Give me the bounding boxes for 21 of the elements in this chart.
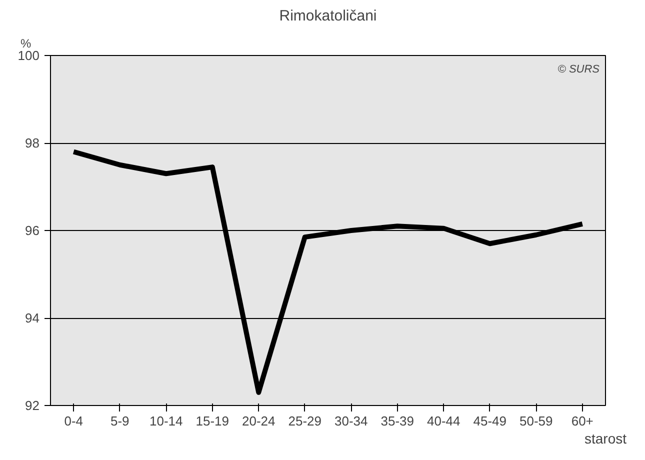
y-tick-label: 100 — [18, 48, 40, 63]
chart-title: Rimokatoličani — [279, 8, 377, 24]
x-tick-label: 40-44 — [427, 414, 460, 428]
y-axis-title: % — [20, 36, 32, 50]
x-tick-label: 50-59 — [520, 414, 553, 428]
y-tick-label: 94 — [25, 310, 40, 326]
x-tick-label: 45-49 — [473, 414, 506, 428]
x-tick-label: 5-9 — [110, 414, 130, 428]
x-tick-label: 0-4 — [64, 414, 84, 428]
x-tick-label: 25-29 — [288, 414, 322, 428]
x-tick-label: 30-34 — [334, 414, 368, 428]
x-tick-label: 15-19 — [196, 414, 229, 428]
x-tick-label: 35-39 — [380, 414, 414, 428]
x-axis-title: starost — [584, 430, 627, 446]
x-tick-label: 60+ — [571, 414, 594, 428]
y-tick-label: 98 — [25, 136, 40, 150]
y-tick-label: 96 — [25, 223, 40, 238]
annotation: © SURS — [558, 64, 600, 76]
x-tick-label: 10-14 — [150, 414, 183, 428]
y-tick-label: 92 — [25, 398, 40, 413]
x-tick-label: 20-24 — [242, 414, 276, 428]
